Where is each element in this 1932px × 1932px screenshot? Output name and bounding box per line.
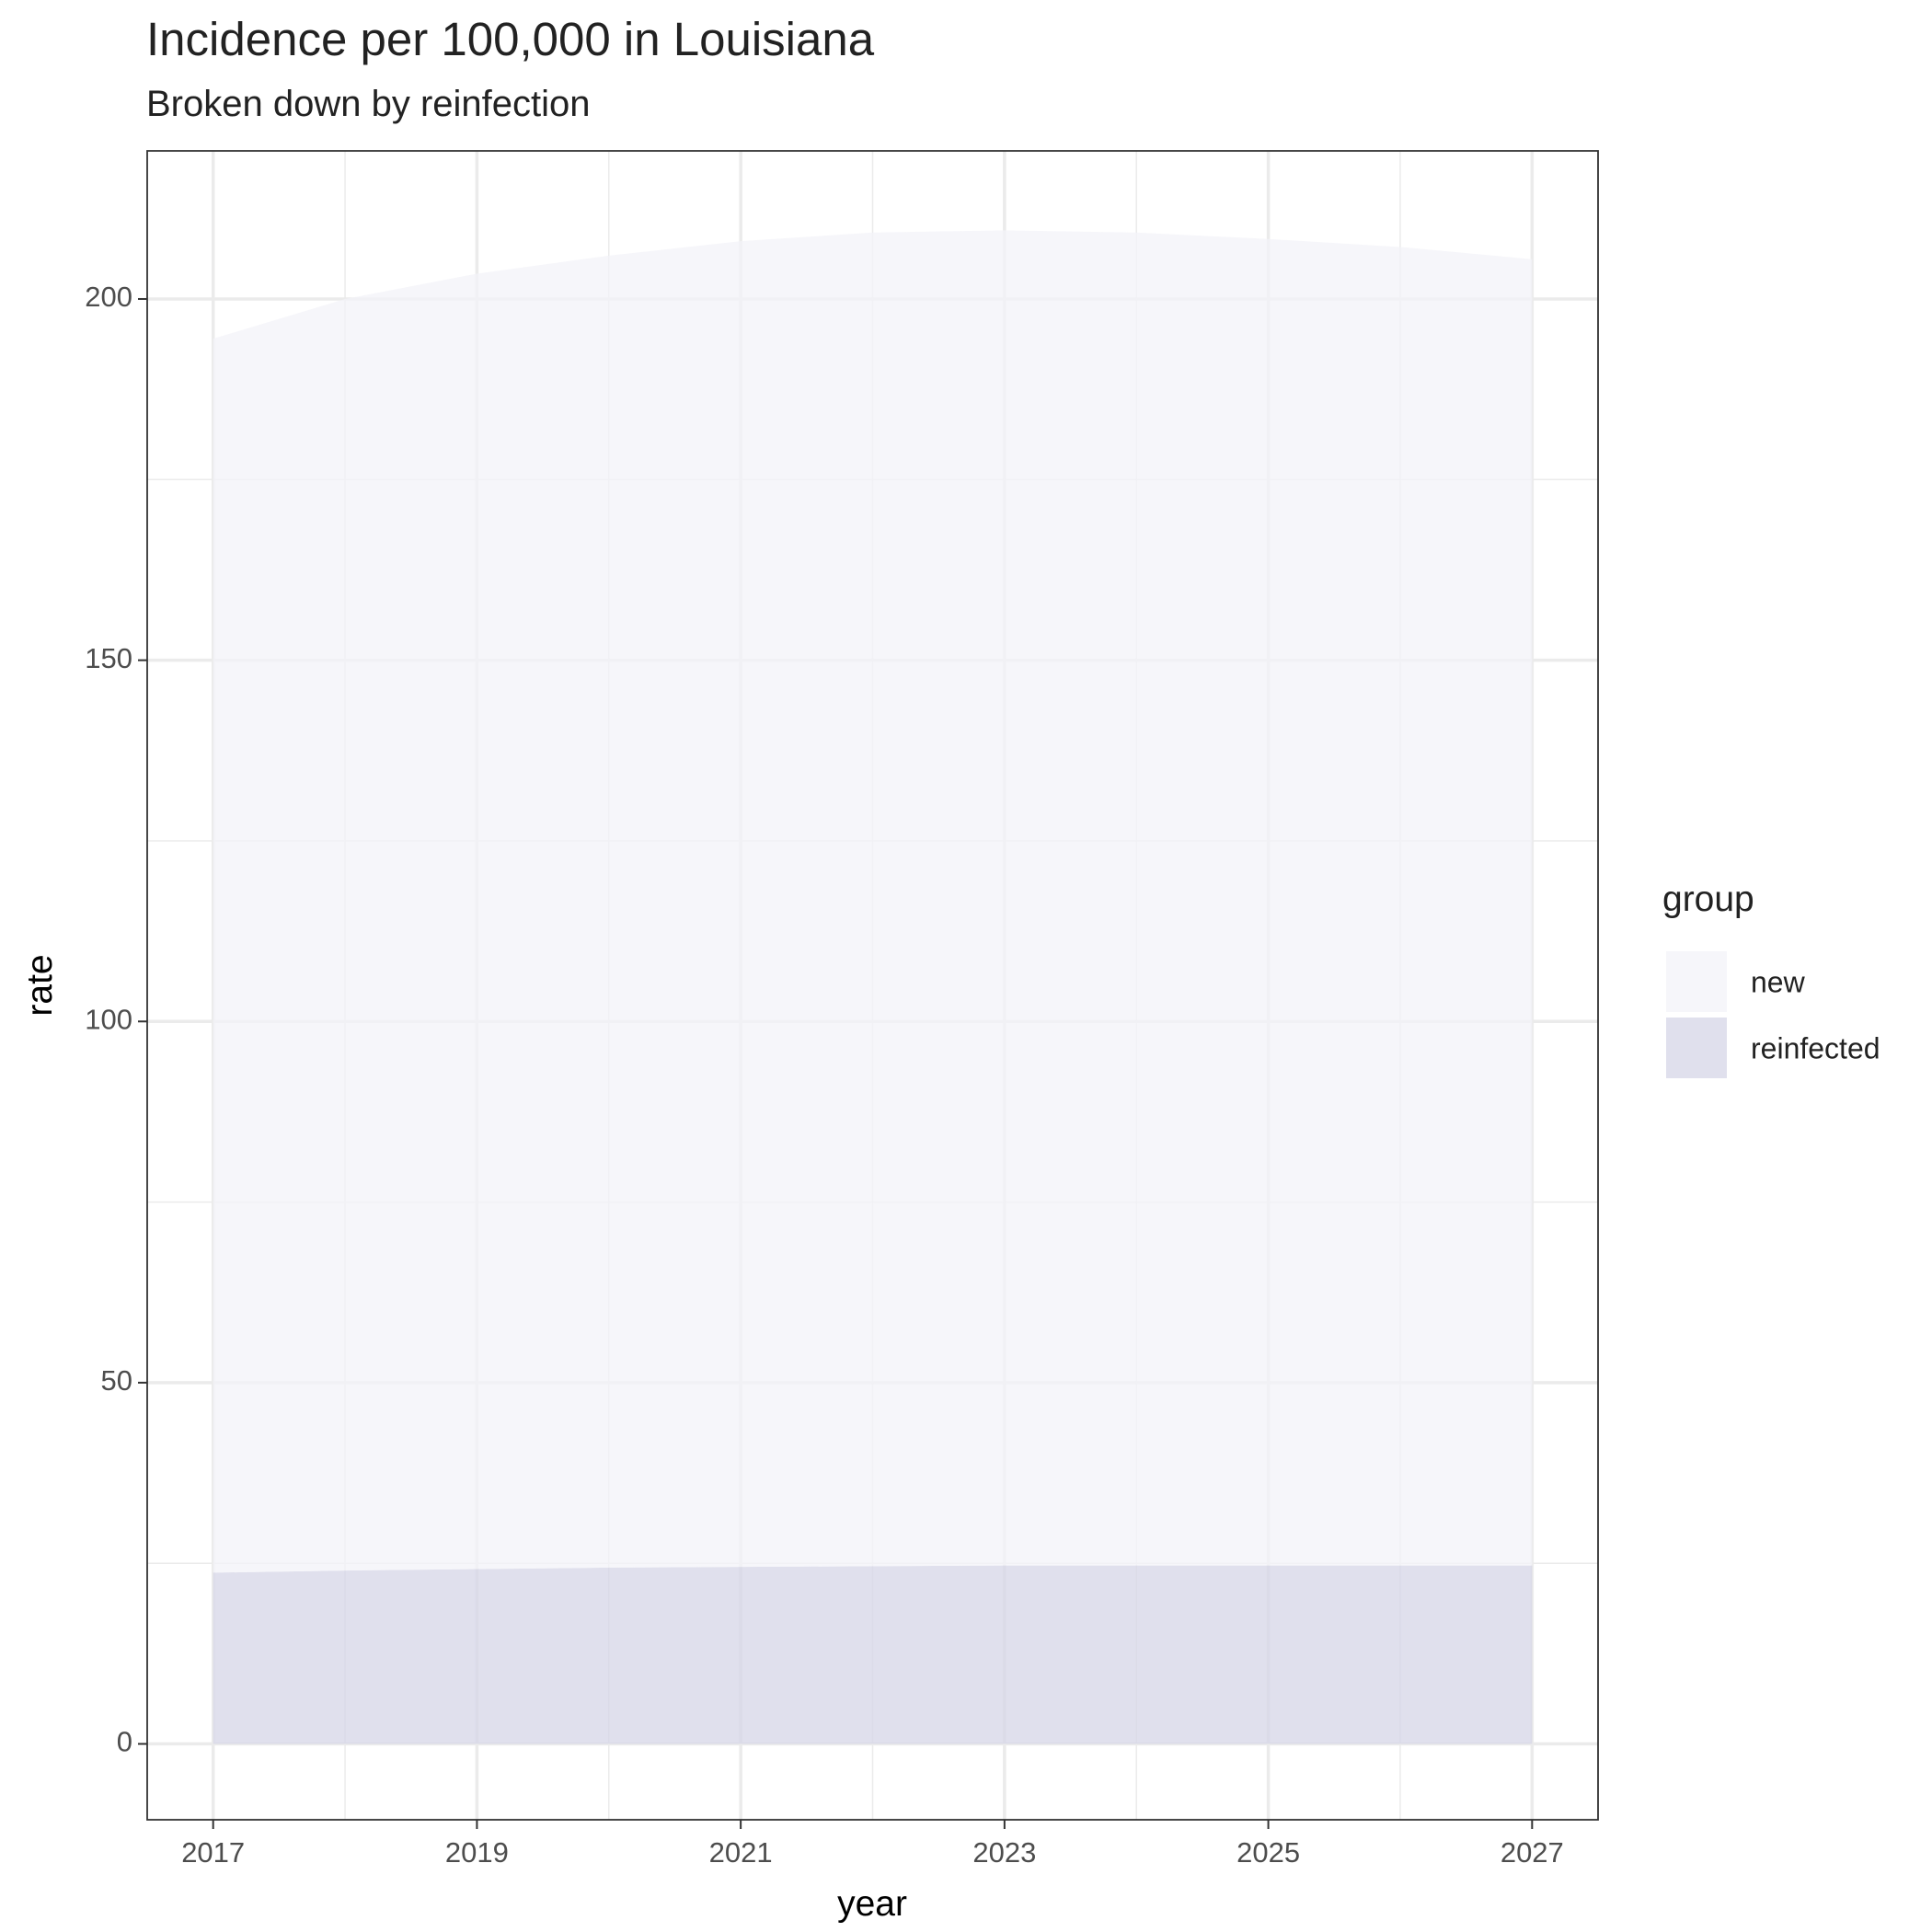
legend-title: group — [1662, 880, 1754, 919]
x-tick-label: 2017 — [181, 1836, 245, 1869]
chart-title: Incidence per 100,000 in Louisiana — [146, 13, 875, 65]
y-axis-title: rate — [20, 954, 60, 1016]
area — [213, 230, 1533, 1573]
plot-border — [146, 150, 1599, 1821]
y-tick-label: 200 — [85, 281, 132, 313]
chart-subtitle: Broken down by reinfection — [146, 84, 591, 124]
area — [213, 1565, 1533, 1744]
y-tick-label: 50 — [101, 1364, 132, 1397]
x-axis-title: year — [837, 1884, 907, 1924]
x-tick-label: 2021 — [709, 1836, 773, 1869]
y-tick-label: 150 — [85, 642, 132, 674]
x-tick-label: 2025 — [1236, 1836, 1300, 1869]
x-tick-label: 2023 — [972, 1836, 1036, 1869]
legend-label: reinfected — [1751, 1031, 1880, 1064]
legend-label: new — [1751, 965, 1806, 998]
legend-key — [1666, 1018, 1727, 1078]
y-tick-label: 0 — [117, 1726, 132, 1758]
x-tick-label: 2019 — [445, 1836, 509, 1869]
y-tick-label: 100 — [85, 1003, 132, 1035]
x-tick-label: 2027 — [1501, 1836, 1564, 1869]
legend-key — [1666, 951, 1727, 1012]
